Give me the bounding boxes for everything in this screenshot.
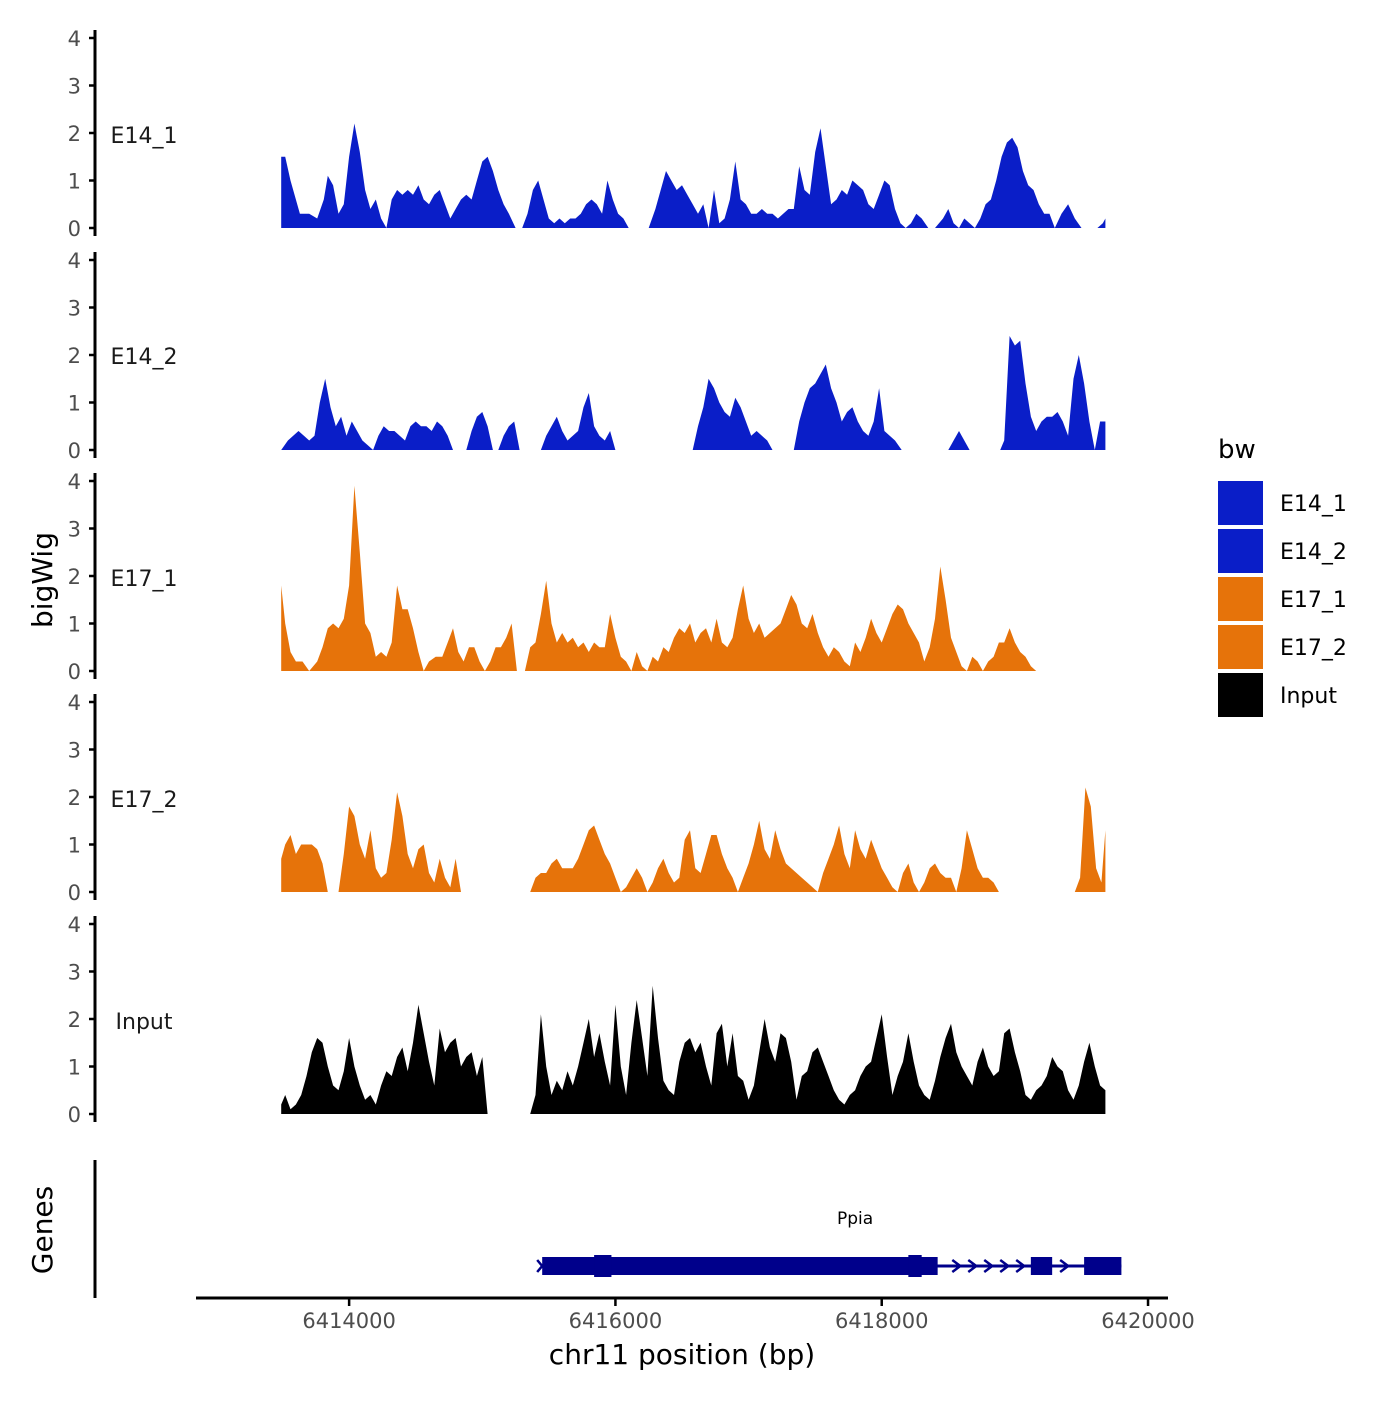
gene-exon (542, 1257, 611, 1275)
legend: bw E14_1 E14_2 E17_1 E17_2 Input (1218, 435, 1347, 717)
coverage-area-E14_1 (1054, 204, 1082, 228)
y-tick-label: 2 (68, 786, 81, 810)
y-tick-label: 1 (68, 613, 81, 637)
coverage-area-E14_1 (522, 180, 629, 228)
x-axis: 6414000 6416000 6418000 6420000 (196, 1296, 1195, 1333)
coverage-area-E17_1 (281, 485, 517, 671)
coverage-area-Input (530, 985, 1106, 1114)
coverage-area-E14_1 (1097, 218, 1106, 228)
strand-chevron (983, 1259, 995, 1273)
y-tick-label: 1 (68, 834, 81, 858)
track-E14_1: 0 1 2 3 4 E14_1 (68, 27, 1106, 241)
track-Input: 0 1 2 3 4 Input (68, 913, 1106, 1127)
genes-track-label: Genes (26, 1186, 59, 1274)
gene-name-label: Ppia (837, 1209, 873, 1229)
y-tick-label: 3 (68, 518, 81, 542)
coverage-area-E14_2 (692, 378, 773, 450)
coverage-area-E14_2 (948, 431, 970, 450)
y-tick-label: 4 (68, 691, 81, 715)
coverage-area-E14_2 (281, 378, 453, 450)
track-E17_2: 0 1 2 3 4 E17_2 (68, 691, 1106, 905)
strand-chevron (967, 1259, 979, 1273)
legend-label-Input: Input (1280, 684, 1337, 709)
coverage-area-E14_2 (498, 421, 520, 450)
track-label-E14_1: E14_1 (111, 124, 178, 149)
track-label-E14_2: E14_2 (111, 345, 178, 370)
y-axis-title: bigWig (26, 532, 59, 628)
y-tick-label: 2 (68, 1008, 81, 1032)
gene-exon (1030, 1257, 1053, 1275)
y-tick-label: 2 (68, 122, 81, 146)
y-tick-label: 1 (68, 170, 81, 194)
y-tick-label: 4 (68, 249, 81, 273)
coverage-area-E14_1 (281, 123, 516, 228)
coverage-area-E14_1 (648, 128, 929, 228)
x-tick-label: 6420000 (1101, 1309, 1195, 1333)
coverage-area-E14_2 (1000, 336, 1106, 450)
gene-exon (610, 1257, 938, 1275)
legend-label-E17_1: E17_1 (1280, 588, 1347, 613)
coverage-area-E17_2 (338, 792, 504, 892)
x-axis-title: chr11 position (bp) (549, 1338, 815, 1371)
strand-chevron (1059, 1259, 1071, 1273)
coverage-area-E17_2 (1074, 787, 1106, 892)
gene-exon (1084, 1257, 1122, 1275)
coverage-area-E17_2 (530, 820, 1106, 892)
strand-chevron (1015, 1259, 1027, 1273)
coverage-area-E17_2 (281, 835, 328, 892)
x-tick-label: 6418000 (835, 1309, 929, 1333)
y-tick-label: 0 (68, 881, 81, 905)
y-tick-label: 4 (68, 27, 81, 51)
y-tick-label: 0 (68, 660, 81, 684)
gene-exon-block (908, 1255, 922, 1277)
y-tick-label: 0 (68, 1103, 81, 1127)
y-tick-label: 3 (68, 297, 81, 321)
legend-label-E17_2: E17_2 (1280, 636, 1347, 661)
coverage-area-Input (281, 1004, 515, 1114)
gene-track: Ppia (93, 1160, 1122, 1298)
legend-label-E14_1: E14_1 (1280, 492, 1347, 517)
y-tick-label: 1 (68, 1056, 81, 1080)
y-tick-label: 2 (68, 344, 81, 368)
y-tick-label: 3 (68, 75, 81, 99)
y-tick-label: 2 (68, 565, 81, 589)
y-tick-label: 1 (68, 392, 81, 416)
track-label-E17_2: E17_2 (111, 788, 178, 813)
legend-swatch-E17_1 (1218, 577, 1263, 621)
legend-title: bw (1218, 435, 1256, 465)
y-tick-label: 3 (68, 739, 81, 763)
track-E17_1: 0 1 2 3 4 E17_1 (68, 470, 1106, 684)
coverage-area-E14_2 (793, 364, 902, 450)
gene-exon-block (594, 1255, 612, 1277)
y-tick-label: 3 (68, 961, 81, 985)
x-tick-label: 6414000 (302, 1309, 396, 1333)
legend-label-E14_2: E14_2 (1280, 540, 1347, 565)
coverage-area-E14_2 (466, 412, 493, 450)
strand-chevron (999, 1259, 1011, 1273)
strand-chevron (951, 1259, 963, 1273)
coverage-area-E17_1 (524, 566, 1106, 671)
coverage-area-E14_1 (935, 137, 1055, 228)
tracks-layer: 0 1 2 3 4 E14_1 0 1 2 3 4 E14_2 0 1 2 3 4 E17_1 0 1 2 3 4 E17_2… (68, 27, 1106, 1127)
legend-swatch-E14_2 (1218, 529, 1263, 573)
y-tick-label: 0 (68, 217, 81, 241)
legend-swatch-Input (1218, 673, 1263, 717)
coverage-area-E14_2 (540, 393, 616, 450)
track-E14_2: 0 1 2 3 4 E14_2 (68, 249, 1106, 463)
track-label-E17_1: E17_1 (111, 567, 178, 592)
y-tick-label: 4 (68, 470, 81, 494)
y-tick-label: 4 (68, 913, 81, 937)
legend-swatch-E14_1 (1218, 481, 1263, 525)
legend-swatch-E17_2 (1218, 625, 1263, 669)
y-tick-label: 0 (68, 439, 81, 463)
track-label-Input: Input (116, 1010, 173, 1035)
x-tick-label: 6416000 (569, 1309, 663, 1333)
